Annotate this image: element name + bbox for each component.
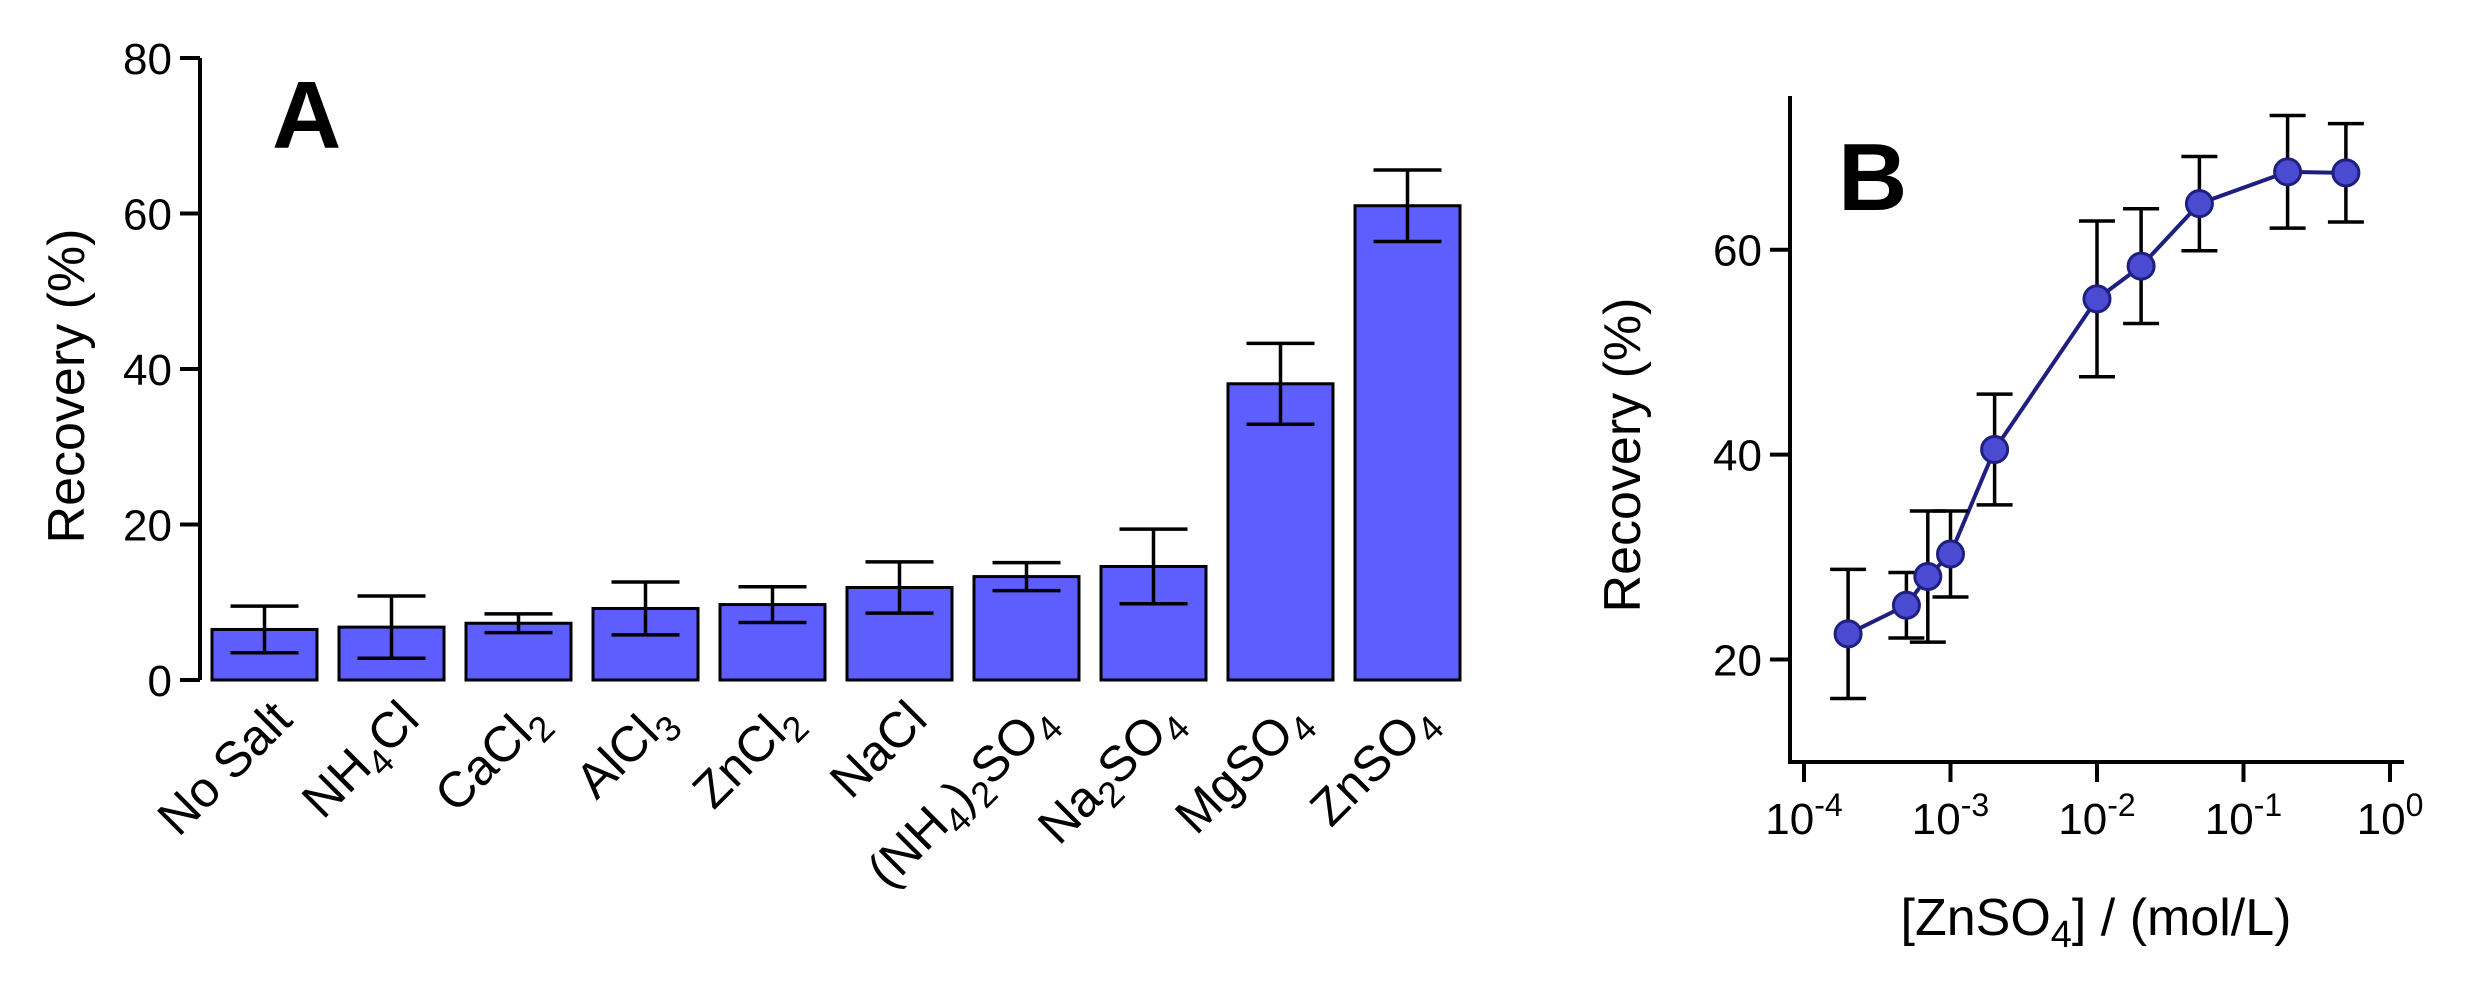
panel-b-y-tick-label: 20 — [1713, 637, 1762, 686]
panel-a-category-label: AlCl3 — [565, 690, 690, 815]
panel-a-y-tick-label: 60 — [123, 191, 172, 240]
panel-b-point — [2331, 158, 2361, 188]
panel-b-points — [1833, 157, 2361, 649]
panel-a-error-bar — [865, 560, 934, 615]
panel-b-point — [2273, 157, 2303, 187]
panel-b-x-axis-label: [ZnSO4] / (mol/L) — [1901, 889, 2292, 956]
panel-b-point — [1833, 619, 1863, 649]
panel-a-error-bar — [992, 560, 1061, 593]
panel-a-y-tick-label: 20 — [123, 502, 172, 551]
panel-a-bars — [210, 204, 1462, 682]
panel-b-point — [1913, 562, 1943, 592]
panel-b-x-tick-label: 10-3 — [1912, 787, 1989, 844]
panel-a-category-label: CaCl2 — [424, 690, 563, 829]
panel-a-error-bar — [1373, 168, 1442, 244]
panel-b-series-line — [1847, 169, 2346, 636]
panel-a-error-bar — [1119, 527, 1188, 606]
panel-a-error-bars — [230, 168, 1442, 660]
panel-b-y-axis-label: Recovery (%) — [1594, 298, 1652, 613]
panel-a-y-tick-label: 0 — [148, 657, 172, 706]
panel-a-bar — [1353, 204, 1462, 682]
panel-a-category-label: NH4Cl — [291, 690, 436, 835]
panel-a-y-ticks: 0 20 40 60 80 — [123, 35, 200, 706]
panel-b-point — [2126, 251, 2156, 281]
panel-b-y-tick-label: 40 — [1713, 432, 1762, 481]
panel-b-point — [1980, 434, 2010, 464]
panel-a-error-bar — [1246, 341, 1315, 426]
panel-b-x-tick-label: 10-1 — [2205, 787, 2282, 844]
panel-a-y-tick-label: 40 — [123, 346, 172, 395]
panel-a-error-bar — [738, 584, 807, 625]
panel-a-letter: A — [272, 62, 341, 169]
panel-b-x-tick-label: 10-4 — [1765, 787, 1842, 844]
panel-b-x-tick-label: 10-2 — [2058, 787, 2135, 844]
panel-a-category-label: ZnSO4 — [1299, 690, 1451, 842]
panel-a-category-label: MgSO4 — [1164, 690, 1324, 850]
panel-a-bar — [337, 625, 446, 682]
panel-a-error-bar — [611, 580, 680, 637]
panel-a-bar — [1226, 382, 1335, 682]
panel-a-y-axis-label: Recovery (%) — [38, 229, 96, 544]
panel-b-point — [2082, 284, 2112, 314]
panel-a-y-tick-label: 80 — [123, 35, 172, 84]
panel-b-x-ticks: 10-4 10-3 10-2 10-1 100 — [1765, 762, 2423, 844]
panel-a-category-label: ZnCl2 — [682, 690, 817, 825]
panel-a-error-bar — [484, 612, 553, 635]
panel-a-category-label: NaCl — [819, 690, 937, 808]
panel-a: A Recovery (%) 0 20 40 60 80 No SaltNH4ClCaC… — [38, 35, 1462, 898]
panel-a-error-bar — [357, 594, 426, 660]
panel-b-letter: B — [1838, 124, 1907, 231]
panel-b-point — [1936, 539, 1965, 569]
panel-b-point — [1891, 590, 1921, 620]
panel-b-y-tick-label: 60 — [1713, 227, 1762, 276]
panel-b-x-tick-label: 100 — [2357, 787, 2424, 844]
panel-a-category-label: No Salt — [147, 690, 303, 846]
panel-a-category-label: Na2SO4 — [1027, 690, 1198, 861]
panel-a-error-bar — [230, 604, 299, 655]
panel-b-point — [2184, 189, 2214, 219]
panel-b-y-ticks: 20 40 60 — [1713, 227, 1790, 686]
